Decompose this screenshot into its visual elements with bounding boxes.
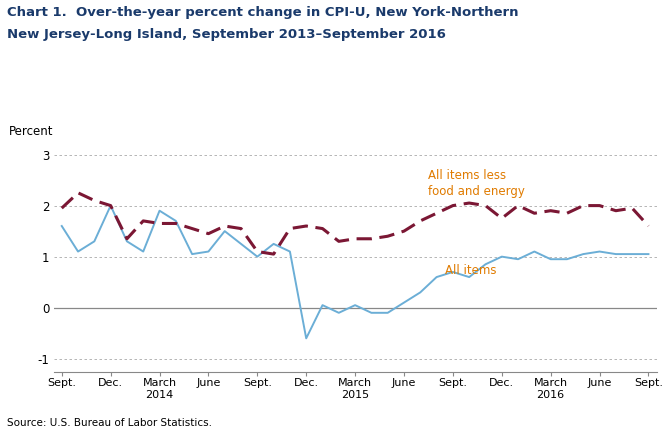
Text: All items less
food and energy: All items less food and energy — [428, 169, 525, 198]
Text: Source: U.S. Bureau of Labor Statistics.: Source: U.S. Bureau of Labor Statistics. — [7, 418, 212, 428]
Text: All items: All items — [445, 264, 496, 277]
Text: New Jersey-Long Island, September 2013–September 2016: New Jersey-Long Island, September 2013–S… — [7, 28, 446, 41]
Text: Percent: Percent — [8, 125, 53, 138]
Text: Chart 1.  Over-the-year percent change in CPI-U, New York-Northern: Chart 1. Over-the-year percent change in… — [7, 6, 518, 19]
